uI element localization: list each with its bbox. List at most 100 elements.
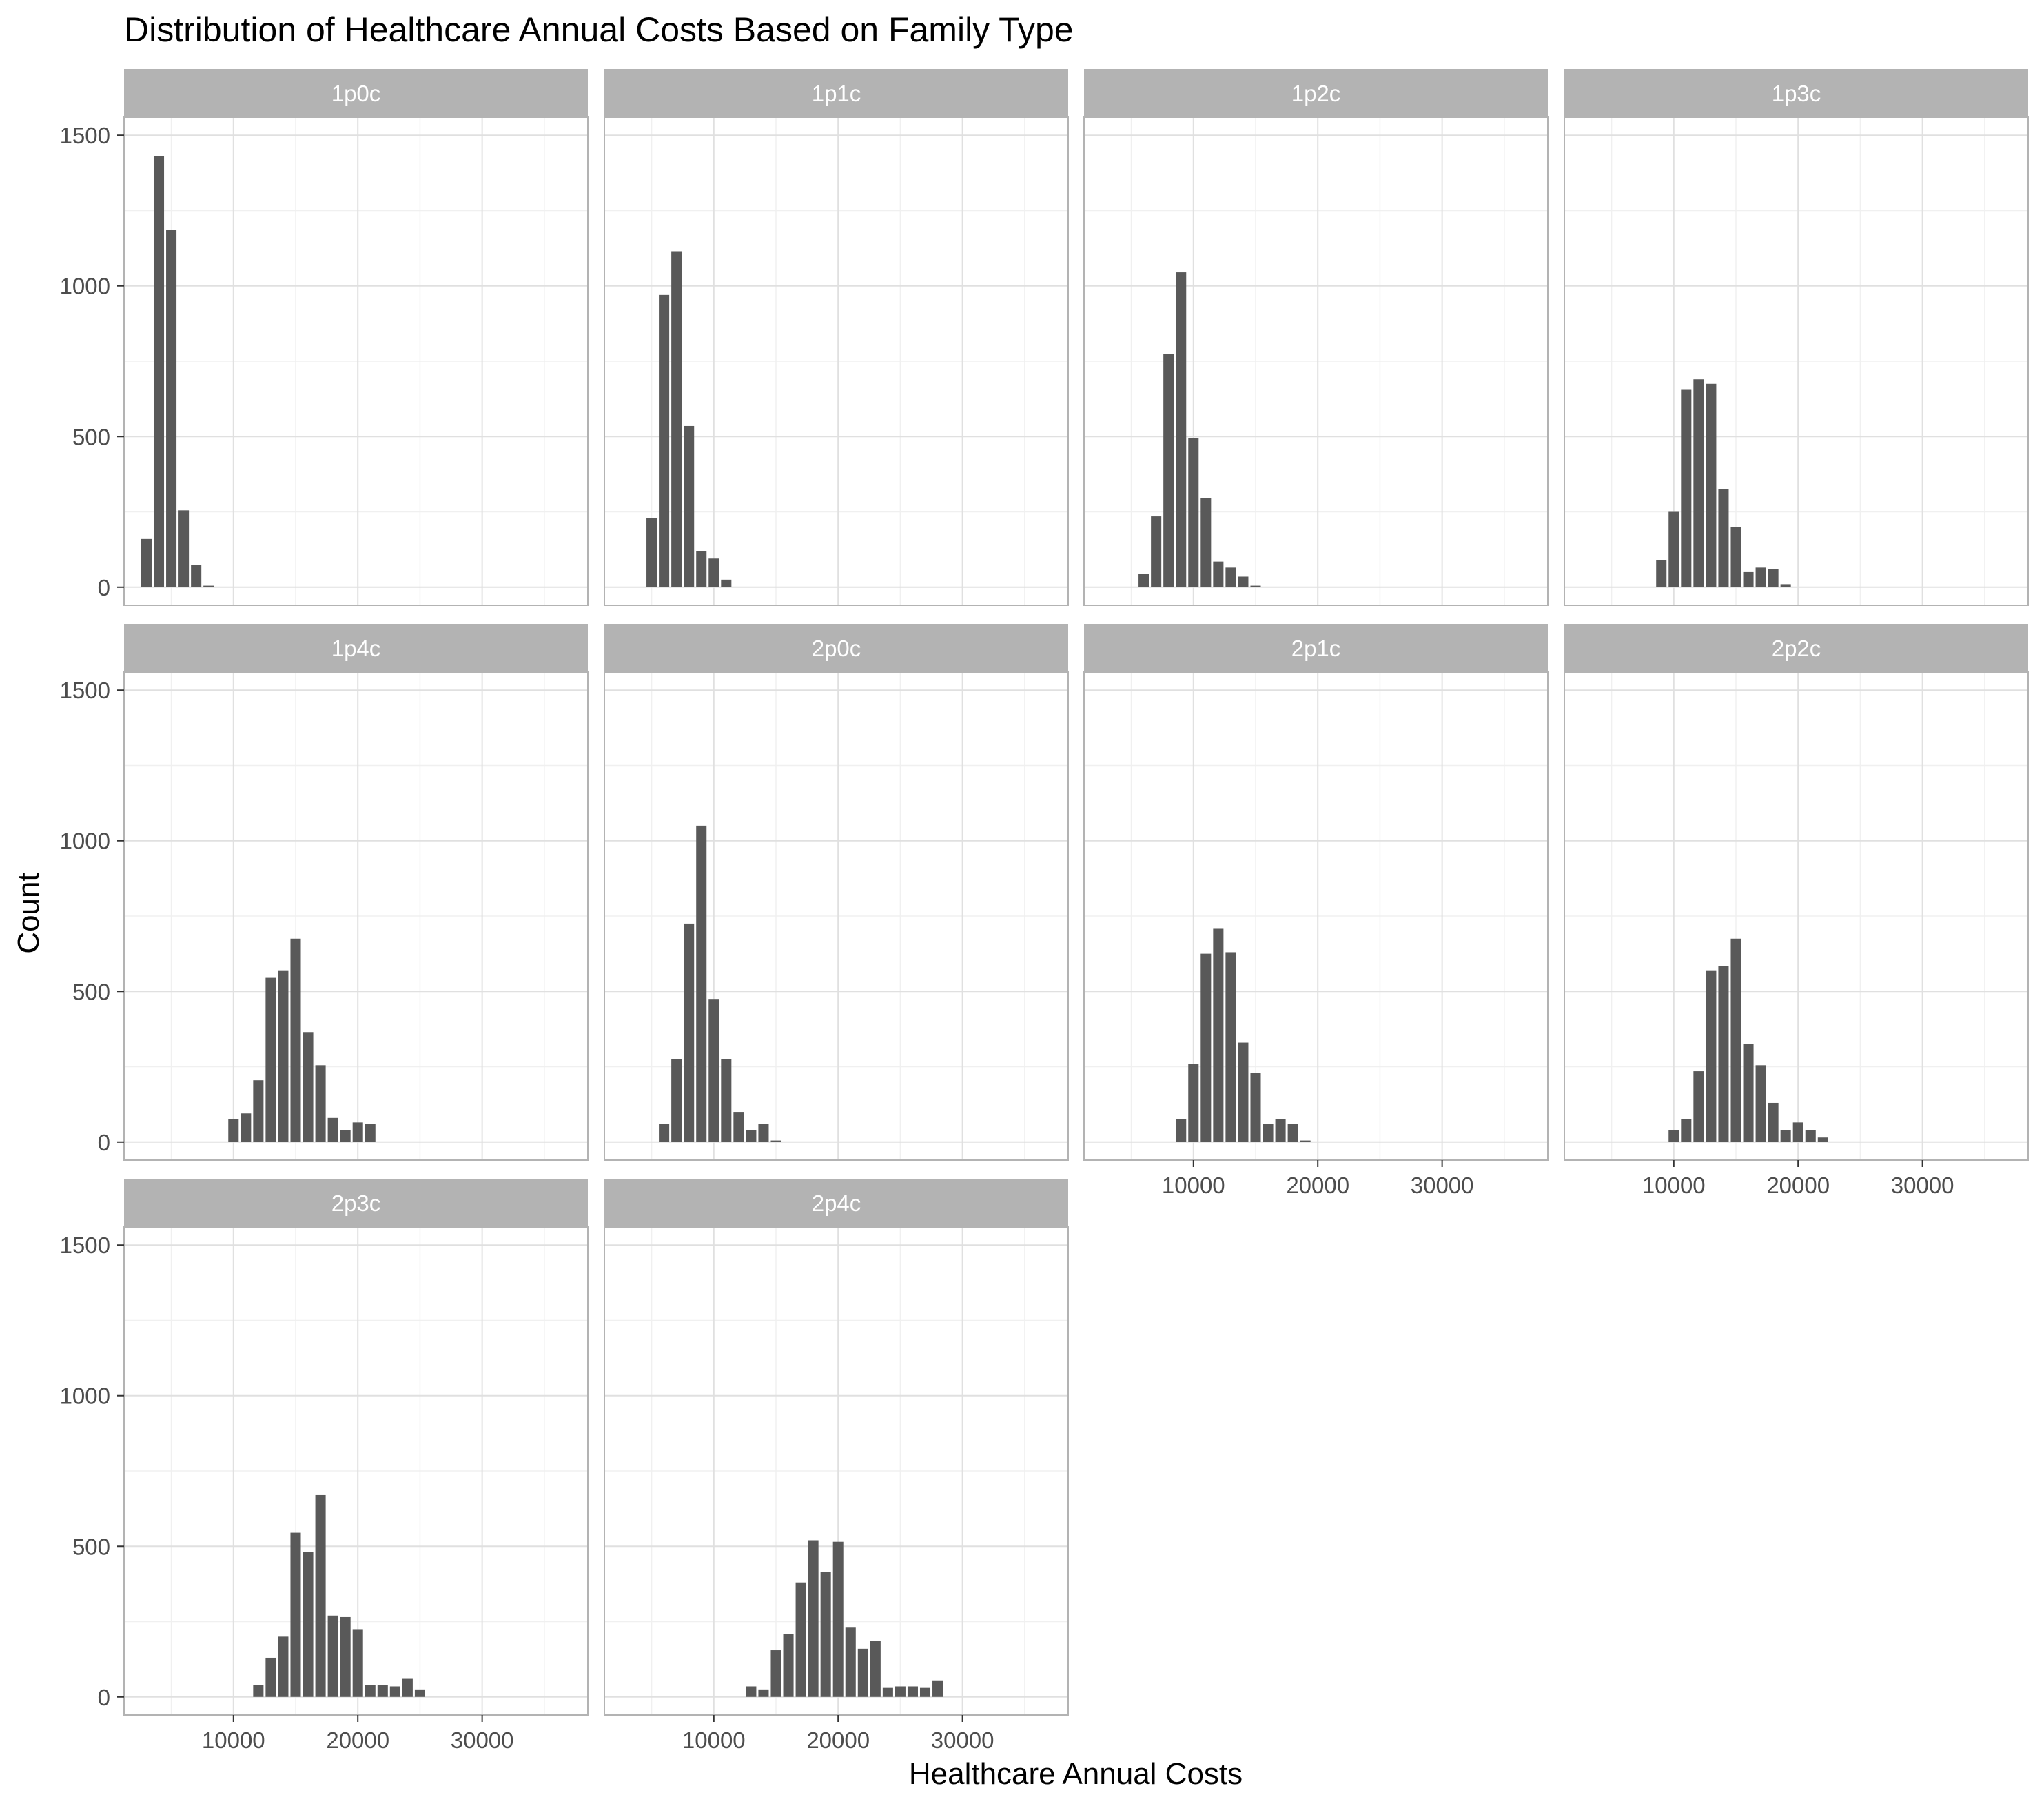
y-tick-label: 1500 — [60, 678, 110, 703]
facet-grid: 1p0c 0 500 1000 1500 1p1c 1p2c 1p3c 1p4c 0 500 1000… — [60, 69, 2029, 1753]
panel-border — [123, 116, 589, 606]
histogram-bar — [278, 1636, 289, 1697]
panel-border — [1083, 671, 1549, 1161]
histogram-bar — [153, 156, 165, 587]
histogram-bar — [178, 510, 190, 587]
x-tick-label: 30000 — [1411, 1173, 1474, 1198]
x-tick-label: 20000 — [326, 1727, 389, 1753]
facet-panel-1p3c: 1p3c — [1564, 69, 2029, 606]
histogram-bar — [1300, 1140, 1311, 1142]
histogram-bar — [414, 1689, 425, 1697]
histogram-bar — [265, 1657, 276, 1697]
facet-strip-label: 2p1c — [1291, 636, 1341, 661]
histogram-bar — [365, 1124, 376, 1142]
histogram-bar — [1706, 970, 1717, 1142]
histogram-bar — [1656, 560, 1667, 587]
histogram-bar — [1681, 389, 1692, 587]
histogram-bar — [1213, 928, 1224, 1142]
x-tick-label: 30000 — [1891, 1173, 1954, 1198]
x-tick-label: 30000 — [931, 1727, 994, 1753]
histogram-bar — [166, 230, 177, 587]
histogram-bar — [746, 1686, 757, 1697]
facet-panel-2p3c: 2p3c 0 500 1000 1500 10000 20000 30000 — [60, 1179, 589, 1753]
histogram-bar — [1718, 966, 1729, 1142]
y-tick-label: 1500 — [60, 1232, 110, 1258]
x-axis-title: Healthcare Annual Costs — [909, 1757, 1243, 1791]
histogram-bar — [746, 1130, 757, 1142]
histogram-bar — [1138, 574, 1149, 587]
histogram-bar — [241, 1113, 252, 1142]
y-tick-label: 500 — [72, 424, 110, 449]
facet-panel-1p0c: 1p0c 0 500 1000 1500 — [60, 69, 589, 606]
facet-strip — [604, 624, 1068, 672]
facet-strip — [124, 69, 588, 117]
facet-strip — [1084, 624, 1548, 672]
panel-border — [604, 116, 1069, 606]
histogram-bar — [708, 999, 719, 1142]
histogram-bar — [1768, 569, 1779, 587]
histogram-bar — [1730, 938, 1741, 1142]
histogram-bar — [770, 1140, 781, 1142]
panel-border — [1083, 116, 1549, 606]
facet-panel-2p4c: 2p4c 10000 20000 30000 — [604, 1179, 1069, 1753]
facet-panel-1p4c: 1p4c 0 500 1000 1500 — [60, 624, 589, 1161]
histogram-bar — [228, 1119, 239, 1142]
histogram-bar — [1176, 1119, 1187, 1142]
histogram-bar — [1188, 438, 1199, 587]
y-tick-label: 500 — [72, 1534, 110, 1559]
facet-strip-label: 1p3c — [1772, 81, 1821, 106]
histogram-bar — [895, 1686, 906, 1697]
histogram-bar — [659, 294, 670, 587]
histogram-bar — [1238, 1042, 1249, 1142]
histogram-bar — [1238, 576, 1249, 587]
histogram-bar — [1693, 379, 1704, 587]
histogram-bar — [1188, 1064, 1199, 1142]
histogram-bar — [278, 970, 289, 1142]
histogram-bar — [919, 1687, 931, 1697]
histogram-bar — [1287, 1124, 1298, 1142]
histogram-bar — [303, 1032, 314, 1142]
histogram-bar — [203, 585, 214, 587]
histogram-bar — [907, 1686, 918, 1697]
histogram-bar — [340, 1616, 351, 1697]
histogram-bar — [1213, 561, 1224, 587]
chart-title: Distribution of Healthcare Annual Costs … — [124, 10, 1074, 49]
facet-strip — [1084, 69, 1548, 117]
histogram-bar — [1275, 1119, 1286, 1142]
histogram-bar — [1151, 516, 1162, 587]
histogram-bar — [721, 1059, 732, 1142]
histogram-bar — [1743, 1044, 1754, 1142]
histogram-bar — [340, 1130, 351, 1142]
y-tick-label: 1000 — [60, 274, 110, 299]
histogram-bar — [671, 251, 682, 587]
y-tick-label: 0 — [98, 1130, 110, 1155]
histogram-bar — [671, 1059, 682, 1142]
histogram-bar — [1730, 527, 1741, 587]
histogram-bar — [770, 1650, 781, 1697]
facet-strip-label: 1p0c — [331, 81, 381, 106]
histogram-bar — [721, 579, 732, 587]
x-tick-label: 10000 — [202, 1727, 265, 1753]
x-tick-label: 10000 — [1642, 1173, 1706, 1198]
histogram-bar — [845, 1627, 856, 1697]
y-tick-label: 1000 — [60, 829, 110, 854]
histogram-bar — [303, 1552, 314, 1697]
histogram-bar — [1805, 1130, 1816, 1142]
panel-border — [123, 1226, 589, 1716]
histogram-bar — [808, 1540, 819, 1697]
histogram-bar — [365, 1685, 376, 1697]
facet-panel-1p1c: 1p1c — [604, 69, 1069, 606]
x-tick-label: 20000 — [1286, 1173, 1349, 1198]
x-tick-label: 20000 — [806, 1727, 870, 1753]
facet-strip — [1564, 69, 2028, 117]
histogram-bar — [290, 938, 301, 1142]
histogram-bar — [265, 977, 276, 1142]
x-tick-label: 10000 — [682, 1727, 746, 1753]
y-tick-label: 500 — [72, 979, 110, 1004]
facet-panel-2p1c: 2p1c 10000 20000 30000 — [1083, 624, 1549, 1198]
histogram-bar — [684, 425, 695, 587]
histogram-bar — [141, 538, 152, 587]
histogram-bar — [857, 1648, 868, 1697]
panel-border — [1564, 671, 2029, 1161]
